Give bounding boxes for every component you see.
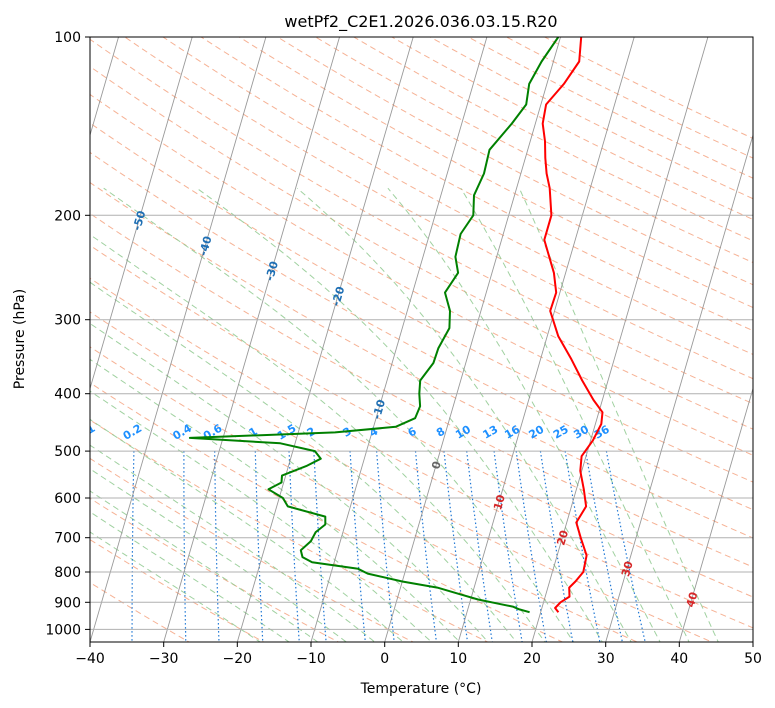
isotherm-line (384, 37, 561, 642)
dry-adiabat-line (314, 37, 753, 264)
moist-adiabat-line (103, 187, 575, 642)
moist-adiabat-line (90, 444, 376, 642)
dry-adiabat-line (390, 37, 753, 221)
isotherm-line (90, 37, 193, 391)
dry-adiabat-line (123, 37, 753, 380)
moist-adiabat-line (90, 281, 518, 642)
y-tick-label: 500 (54, 444, 81, 460)
dry-adiabat-line (90, 346, 639, 642)
y-tick-label: 1000 (45, 622, 81, 638)
x-tick-label: 50 (744, 651, 762, 667)
x-tick-label: −30 (149, 651, 179, 667)
moist-adiabat-line (90, 234, 546, 642)
dry-adiabat-line (90, 311, 714, 642)
x-tick-label: 10 (449, 651, 467, 667)
y-tick-label: 600 (54, 491, 81, 507)
isotherm-line (163, 37, 340, 642)
dry-adiabat-line (90, 244, 753, 598)
x-tick-label: −20 (223, 651, 253, 667)
x-tick-label: 30 (597, 651, 615, 667)
moist-adiabat-line (90, 468, 348, 642)
isotherm-lines (90, 37, 753, 642)
x-tick-label: 0 (380, 651, 389, 667)
plot-area: 0.10.20.40.611.52346810131620253036-100-… (74, 37, 753, 642)
y-tick-label: 800 (54, 565, 81, 581)
moist-adiabat-line (90, 418, 404, 642)
isotherm-label: 40 (684, 590, 701, 609)
isotherm-line (457, 37, 635, 642)
plot-frame (89, 36, 754, 643)
chart-title: wetPf2_C2E1.2026.036.03.15.R20 (284, 12, 557, 32)
x-axis-ticks: −40 −30 −20 −10 0 10 20 30 40 50 (75, 642, 762, 667)
isotherm-line (531, 37, 709, 642)
moist-adiabat-line (387, 187, 661, 642)
y-tick-label: 900 (54, 595, 81, 611)
isotherm-line (90, 37, 119, 137)
dry-adiabat-line (90, 419, 489, 642)
dry-adiabat-line (429, 37, 753, 200)
isotherm-label: 10 (491, 493, 508, 512)
y-axis-ticks: 100 200 300 400 500 600 700 800 900 1000 (45, 30, 90, 638)
y-tick-label: 300 (54, 313, 81, 329)
isotherm-label: -30 (263, 259, 281, 282)
isotherm-line (678, 386, 753, 642)
isotherm-line (310, 37, 488, 642)
dry-adiabat-line (90, 65, 753, 430)
moist-adiabat-line (90, 390, 433, 642)
y-tick-label: 400 (54, 387, 81, 403)
dry-adiabat-line (90, 539, 265, 642)
isotherm-label: -40 (197, 234, 215, 257)
x-tick-label: 20 (523, 651, 541, 667)
isotherm-label: -20 (329, 285, 347, 308)
y-axis-label: Pressure (hPa) (12, 289, 28, 389)
x-tick-label: −40 (75, 651, 105, 667)
y-tick-label: 700 (54, 531, 81, 547)
mixing-ratio-label: 0.1 (74, 422, 97, 443)
isotherm-label: 20 (554, 528, 571, 547)
x-tick-label: −10 (296, 651, 326, 667)
moist-adiabat-line (90, 490, 319, 642)
y-tick-label: 200 (54, 208, 81, 224)
dry-adiabat-line (200, 37, 753, 332)
dry-adiabat-line (238, 37, 753, 309)
dry-adiabat-line (162, 37, 753, 355)
dry-adiabat-line (90, 38, 753, 405)
dry-adiabat-line (90, 122, 753, 483)
moist-adiabat-line (518, 187, 719, 642)
isotherm-label: -10 (370, 398, 388, 421)
moist-adiabat-line (460, 187, 690, 642)
dry-adiabat-line (90, 497, 340, 642)
isotherm-label: 30 (619, 559, 636, 578)
dry-adiabat-line (90, 212, 753, 568)
temperature-profile-line (541, 37, 604, 613)
isotherm-label: 0 (429, 459, 444, 470)
isotherm-label: -50 (130, 209, 148, 232)
moist-adiabat-line (90, 531, 262, 642)
pressure-gridlines (90, 37, 753, 630)
moist-adiabat-line (90, 511, 290, 642)
moist-adiabat-line (296, 187, 632, 642)
profile-series (188, 37, 604, 614)
isotherm-line (605, 133, 753, 642)
dewpoint-profile-line (188, 37, 560, 614)
isotherm-line (90, 37, 267, 642)
moist-adiabat-line (196, 187, 603, 642)
x-tick-label: 40 (670, 651, 688, 667)
x-axis-label: Temperature (°C) (360, 681, 482, 697)
isotherm-line (236, 37, 414, 642)
y-tick-label: 100 (54, 30, 81, 46)
